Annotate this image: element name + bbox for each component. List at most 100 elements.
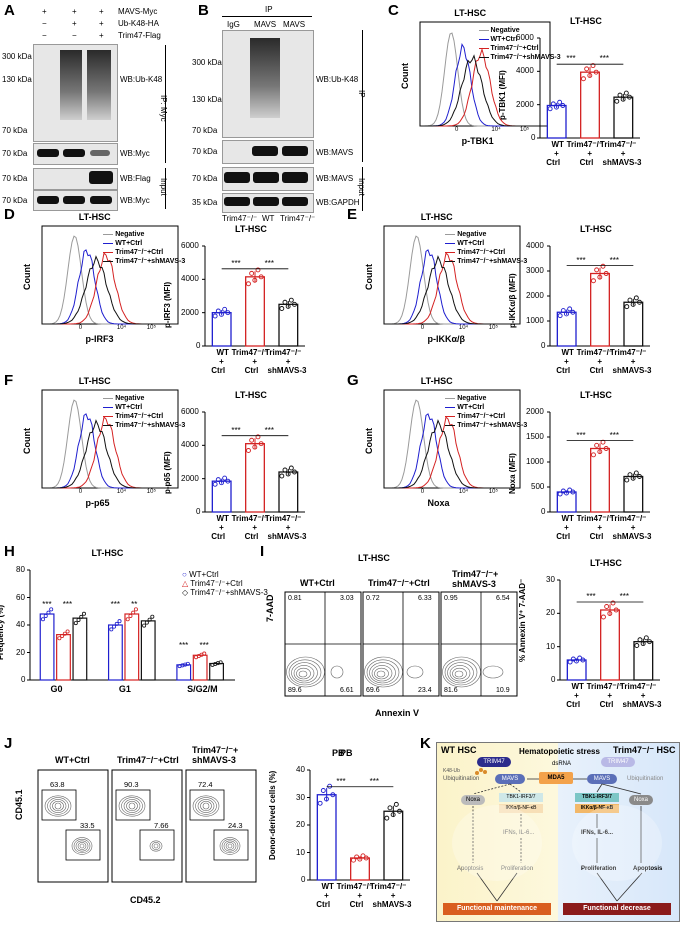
- kda-b-35: 35 kDa: [192, 198, 218, 207]
- plot-i-2-name-b: shMAVS-3: [452, 579, 496, 589]
- legend-h-2: Trim47⁻/⁻+shMAVS-3: [190, 588, 268, 597]
- bar-category: +: [630, 357, 636, 366]
- xlabel-i: Annexin V: [375, 708, 420, 718]
- k-decrease: Functional decrease: [563, 903, 671, 915]
- hist-ylabel: Count: [364, 427, 374, 454]
- bar-category: WT: [216, 514, 229, 523]
- bar-category: S/G2/M: [187, 684, 218, 694]
- panel-letter-a: A: [4, 2, 15, 19]
- data-point: [397, 808, 402, 814]
- data-point: [218, 660, 223, 665]
- bar-chart-i: LT-HSC 0 10 20 30% Annexin V⁺ 7-AAD⁻ WT + Ctrl T…: [518, 558, 670, 728]
- k-tbk-wt: TBK1-IRF3/7: [499, 793, 543, 802]
- k-mavs-ko: MAVS: [587, 774, 617, 784]
- bar-ytick: 0: [551, 675, 556, 684]
- hist-curve-sh: [384, 255, 520, 325]
- bar-plot: [202, 411, 305, 513]
- bar: [56, 634, 71, 681]
- kda-a-70b: 70 kDa: [2, 149, 28, 158]
- ip-label-a: IP: Myc: [159, 95, 168, 122]
- wb-a-ubk48: WB:Ub-K48: [120, 75, 163, 84]
- kda-a-300: 300 kDa: [2, 52, 32, 61]
- bar-category: Trim47⁻/⁻: [586, 682, 624, 691]
- bar-ytick: 2000: [526, 291, 544, 300]
- hist-xlabel: Noxa: [427, 498, 450, 508]
- hist-plot: [383, 389, 521, 489]
- data-point: [393, 801, 399, 807]
- data-point: [633, 470, 639, 476]
- bar-ytick: 0: [541, 341, 546, 350]
- genotype-b-0: Trim47⁻/⁻: [222, 214, 258, 223]
- sig-label: ***: [336, 776, 346, 786]
- bar-plot: [557, 579, 660, 681]
- bar-ytick: 40: [16, 620, 25, 629]
- bar-category: WT: [561, 348, 574, 357]
- bar-ytick: 4000: [181, 274, 199, 284]
- data-point: [560, 308, 566, 314]
- hist-tick: 10⁴: [458, 489, 469, 495]
- bar-plot: [547, 245, 650, 347]
- data-point: [125, 617, 130, 622]
- row-label-trim47-flag: Trim47-Flag: [118, 31, 161, 40]
- bar-ytick: 10: [546, 641, 555, 651]
- bar-title: LT-HSC: [91, 548, 124, 558]
- mark-a-2-2: +: [99, 31, 104, 40]
- hist-legend: Negative WT+Ctrl Trim47⁻/⁻+Ctrl Trim47⁻/⁻+s…: [103, 394, 185, 430]
- data-point: [212, 313, 218, 319]
- hist-legend: Negative WT+Ctrl Trim47⁻/⁻+Ctrl Trim47⁻/⁻+s…: [478, 26, 561, 62]
- data-point: [630, 301, 636, 307]
- quadrant-value: 0.81: [288, 595, 302, 602]
- data-point: [142, 623, 147, 628]
- bar-ytick: 500: [531, 482, 545, 491]
- data-point: [624, 304, 630, 310]
- panel-letter-g: G: [347, 372, 359, 389]
- hist-legend-item: Trim47⁻/⁻+Ctrl: [490, 45, 539, 52]
- data-point: [620, 96, 626, 102]
- hist-tick: 10⁵: [488, 489, 498, 495]
- bar-category: Ctrl: [244, 366, 259, 375]
- data-point: [587, 73, 593, 78]
- k-apop-ko: Apoptosis: [633, 866, 663, 872]
- bar-category: Trim47⁻/⁻: [576, 514, 614, 523]
- bar-title: LT-HSC: [235, 390, 267, 400]
- wb-b-ubk48: WB:Ub-K48: [316, 75, 359, 84]
- bar-ytick: 4000: [181, 440, 199, 450]
- hist-legend-item: WT+Ctrl: [115, 240, 143, 247]
- data-point: [81, 611, 86, 616]
- quadrant-value: 81.6: [444, 687, 458, 694]
- data-point: [610, 600, 616, 606]
- sig-label: ***: [586, 592, 596, 601]
- data-point: [282, 467, 288, 473]
- data-point: [554, 104, 559, 110]
- legend-h-0: WT+Ctrl: [189, 570, 219, 579]
- band: [37, 196, 59, 204]
- data-point: [564, 311, 569, 317]
- data-point: [357, 856, 363, 862]
- data-point: [601, 614, 606, 620]
- bar: [600, 609, 620, 681]
- kda-a-70c: 70 kDa: [2, 174, 28, 183]
- sig-label: ***: [369, 776, 379, 786]
- bar-title: LT-HSC: [570, 16, 602, 26]
- k-mavs-wt: MAVS: [495, 774, 525, 784]
- ylabel-i: 7-AAD: [265, 594, 275, 622]
- hist-legend: Negative WT+Ctrl Trim47⁻/⁻+Ctrl Trim47⁻/⁻+s…: [103, 230, 185, 266]
- bar-plot: [547, 411, 650, 513]
- hist-tick: 0: [420, 325, 425, 331]
- sig-label: **: [131, 600, 138, 609]
- hist-tick: 10⁵: [488, 325, 498, 331]
- band: [252, 146, 278, 156]
- bar-ytick: 0: [301, 875, 306, 884]
- ylabel-j: CD45.1: [14, 789, 24, 820]
- data-point: [60, 633, 65, 638]
- data-point: [219, 480, 224, 486]
- bar-ytick: 6000: [181, 407, 199, 416]
- band: [63, 196, 85, 204]
- data-point: [354, 854, 360, 860]
- data-point: [249, 437, 255, 443]
- flow-hist-e: LT-HSC Negative WT+Ctrl Trim47⁻/⁻+Ctrl Trim4…: [362, 212, 532, 376]
- bar-category: Trim47⁻/⁻: [336, 882, 374, 891]
- k-maint: Functional maintenance: [443, 903, 551, 915]
- hist-curve-sh: [42, 419, 178, 489]
- genotype-b-1: WT: [262, 214, 275, 223]
